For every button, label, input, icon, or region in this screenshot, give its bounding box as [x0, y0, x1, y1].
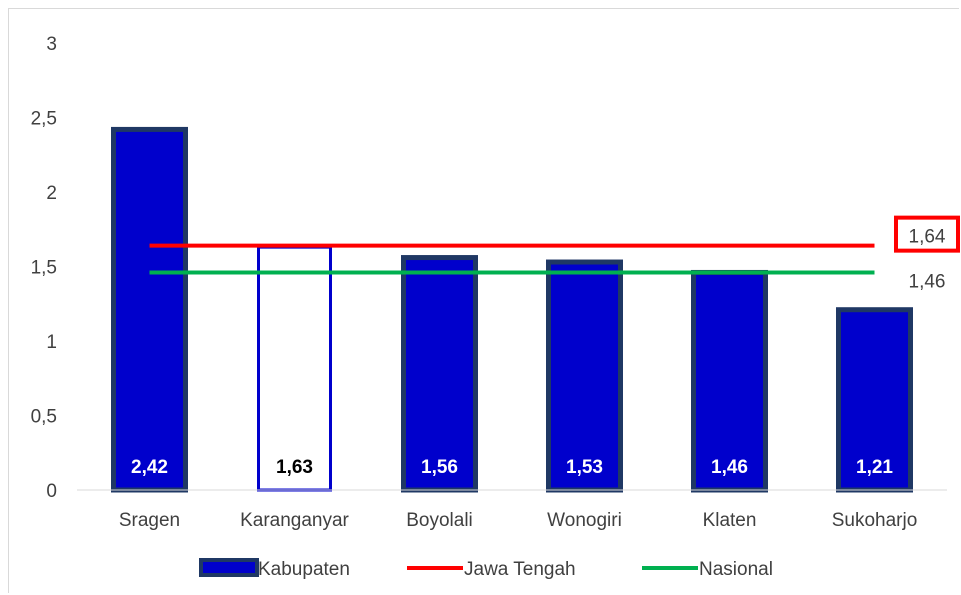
x-axis-category-labels: Sragen Karanganyar Boyolali Wonogiri Klaten S… [119, 510, 917, 531]
legend-label: Jawa Tengah [464, 559, 576, 580]
y-tick-label: 1 [46, 332, 57, 353]
bar-value-label: 1,53 [566, 457, 603, 478]
reference-lines: 1,64 1,46 [149, 215, 960, 292]
reference-label-box [894, 215, 960, 253]
category-label: Sukoharjo [832, 510, 918, 531]
y-axis-ticks: 0 0,5 1 1,5 2 2,5 3 [31, 34, 57, 502]
y-tick-label: 3 [46, 34, 57, 55]
y-tick-label: 0 [46, 481, 57, 502]
bar-wonogiri [546, 259, 623, 493]
bar-boyolali [401, 255, 478, 493]
bar-value-label: 1,63 [276, 457, 313, 478]
category-label: Klaten [703, 510, 757, 531]
category-label: Boyolali [406, 510, 473, 531]
y-tick-label: 0,5 [31, 407, 57, 428]
legend-swatch-kabupaten [199, 558, 259, 577]
category-label: Sragen [119, 510, 180, 531]
chart-container: 0 0,5 1 1,5 2 2,5 3 1,64 1,46 2,42 1,63 1,56 1,53 1… [8, 8, 960, 593]
bar-chart: 0 0,5 1 1,5 2 2,5 3 1,64 1,46 2,42 1,63 1,56 1,53 1… [31, 34, 960, 580]
reference-value-label: 1,46 [909, 271, 946, 292]
legend-label: Nasional [699, 559, 773, 580]
bar-karanganyar [257, 245, 332, 492]
category-label: Karanganyar [240, 510, 349, 531]
y-tick-label: 1,5 [31, 258, 57, 279]
reference-value-label: 1,64 [909, 227, 946, 248]
y-tick-label: 2 [46, 183, 57, 204]
bar-value-labels: 2,42 1,63 1,56 1,53 1,46 1,21 [131, 457, 893, 478]
category-label: Wonogiri [547, 510, 622, 531]
bar-value-label: 1,56 [421, 457, 458, 478]
y-tick-label: 2,5 [31, 109, 57, 130]
bar-value-label: 1,46 [711, 457, 748, 478]
legend: Kabupaten Jawa Tengah Nasional [199, 558, 773, 580]
bar-value-label: 1,21 [856, 457, 893, 478]
bar-value-label: 2,42 [131, 457, 168, 478]
bars [111, 126, 913, 493]
bar-sragen [111, 126, 188, 493]
legend-label: Kabupaten [258, 559, 350, 580]
